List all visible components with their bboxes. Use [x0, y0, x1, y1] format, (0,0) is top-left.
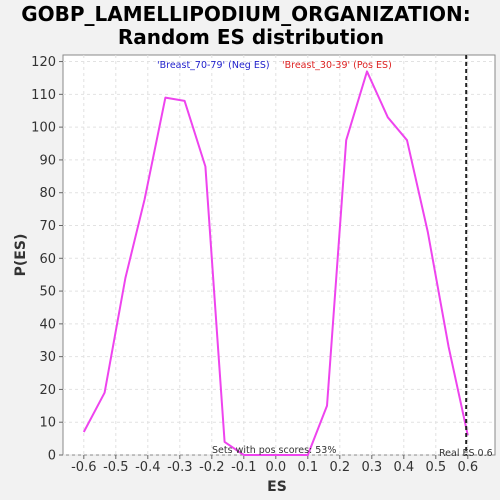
annotation-real-es: Real ES 0.6 [439, 448, 493, 459]
x-tick-label: -0.6 [71, 460, 96, 475]
legend-neg: 'Breast_70-79' (Neg ES) [157, 60, 270, 71]
x-tick-label: -0.2 [199, 460, 224, 475]
y-tick-label: 70 [39, 219, 56, 234]
x-tick-label: 0.3 [361, 460, 382, 475]
y-tick-label: 60 [39, 252, 56, 267]
y-tick-label: 20 [39, 383, 56, 398]
annotation-sets-pos: Sets with pos scores: 53% [212, 445, 336, 456]
y-tick-label: 90 [39, 153, 56, 168]
series-line [82, 70, 469, 456]
series-layer [82, 70, 469, 456]
x-tick-label: -0.3 [167, 460, 192, 475]
x-tick-label: -0.5 [103, 460, 128, 475]
x-axis-label: ES [267, 479, 287, 495]
chart-title-line2: Random ES distribution [118, 25, 384, 49]
x-tick-label: 0.5 [425, 460, 446, 475]
y-tick-label: 0 [48, 449, 56, 464]
x-tick-label: 0.4 [393, 460, 414, 475]
y-tick-label: 50 [39, 285, 56, 300]
y-axis-label: P(ES) [13, 234, 29, 277]
y-axis: 0 10 20 30 40 50 60 70 80 90 100 110 120 [31, 55, 63, 464]
y-tick-label: 110 [31, 88, 56, 103]
y-tick-label: 80 [39, 186, 56, 201]
grid [63, 55, 495, 456]
chart-title-line1: GOBP_LAMELLIPODIUM_ORGANIZATION: [21, 2, 471, 26]
y-tick-label: 30 [39, 350, 56, 365]
x-tick-label: 0.0 [265, 460, 286, 475]
x-tick-label: -0.1 [231, 460, 256, 475]
y-tick-label: 40 [39, 317, 56, 332]
y-tick-label: 10 [39, 416, 56, 431]
x-tick-label: -0.4 [135, 460, 160, 475]
x-axis: -0.6 -0.5 -0.4 -0.3 -0.2 -0.1 0.0 0.1 0.2 0.3 0.4 0… [71, 455, 478, 475]
x-tick-label: 0.1 [297, 460, 318, 475]
x-tick-label: 0.6 [457, 460, 478, 475]
x-tick-label: 0.2 [329, 460, 350, 475]
y-tick-label: 120 [31, 55, 56, 70]
plot-area [62, 54, 496, 456]
legend-pos: 'Breast_30-39' (Pos ES) [282, 60, 392, 71]
y-tick-label: 100 [31, 121, 56, 136]
